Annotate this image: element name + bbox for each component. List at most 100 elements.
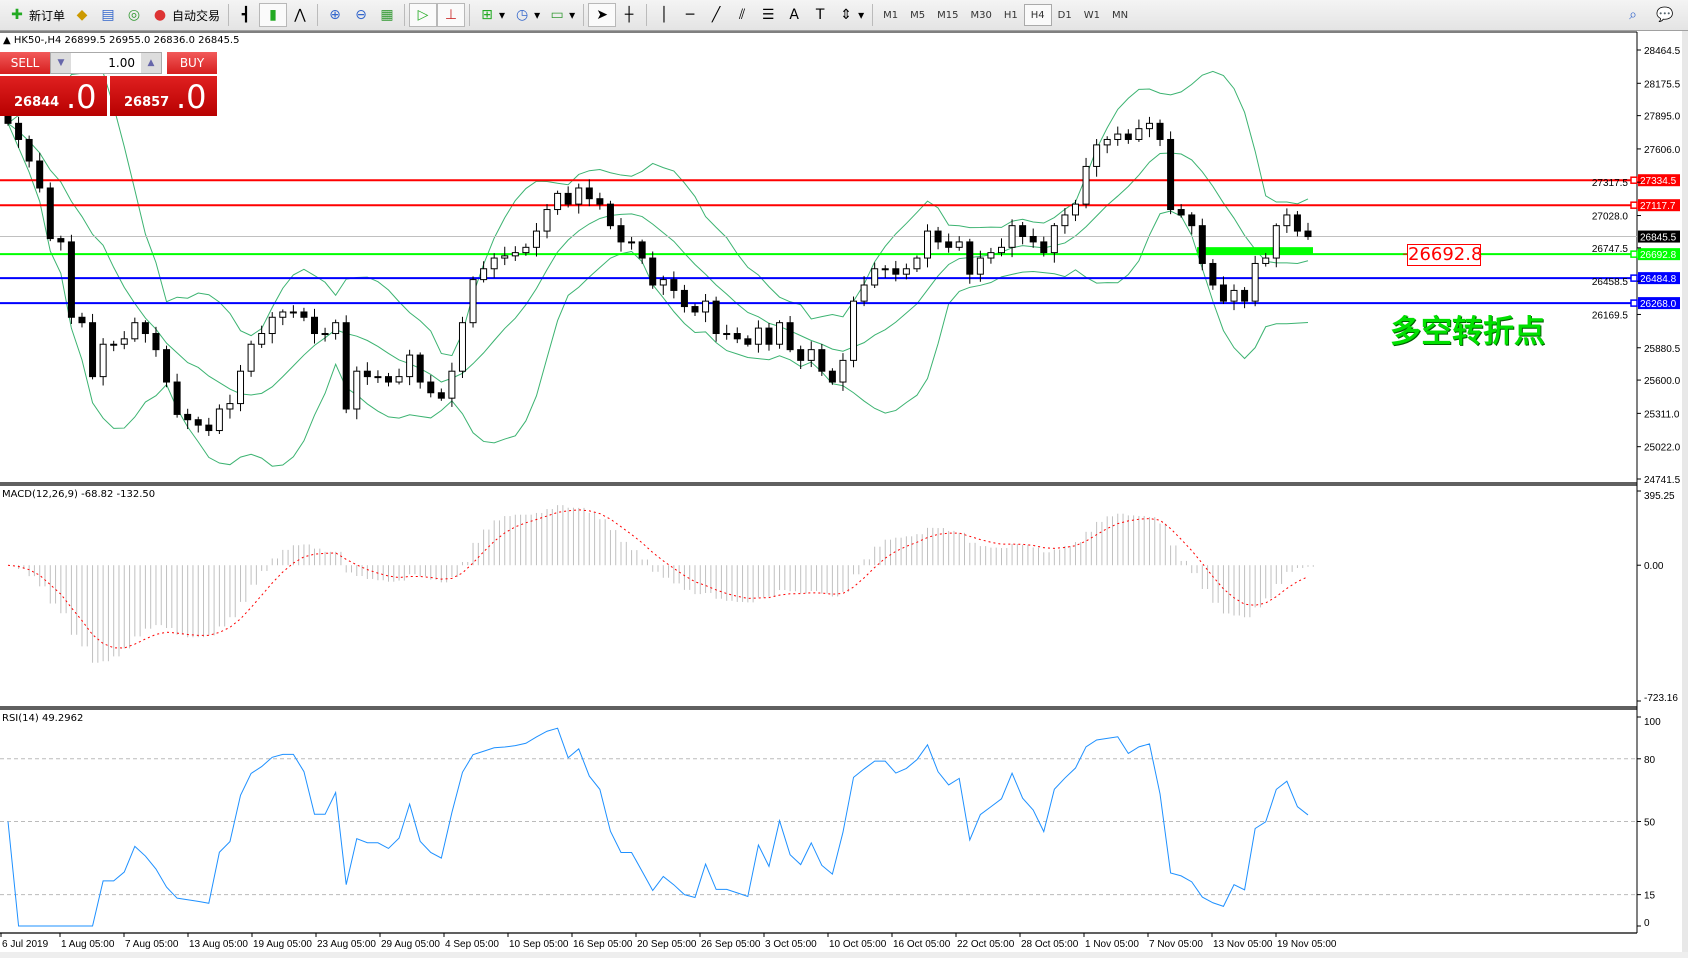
macd-signal-line <box>7 509 1309 649</box>
text-button[interactable]: A <box>781 3 807 27</box>
lot-size-stepper[interactable]: ▼ 1.00 ▲ <box>50 52 162 74</box>
bollinger-lower-band <box>7 123 1309 467</box>
candle <box>575 183 583 214</box>
timeframe-h1[interactable]: H1 <box>1003 9 1018 21</box>
bear-candle-body <box>733 333 741 340</box>
price-line-label: 26845.5 <box>1640 233 1677 244</box>
text-label-button[interactable]: T <box>807 3 833 27</box>
candle <box>723 324 731 340</box>
auto-scroll-button[interactable]: ▷ <box>409 3 438 27</box>
chart-shift-button[interactable]: ⊥ <box>437 3 466 27</box>
zoom-in-icon: ⊕ <box>329 7 341 23</box>
zoom-out-button[interactable]: ⊖ <box>348 3 374 27</box>
collapse-arrow-icon[interactable]: ▲ <box>3 35 14 46</box>
price-tick-label: 28464.5 <box>1644 46 1681 57</box>
candle <box>46 182 54 242</box>
candle <box>532 223 540 257</box>
candle <box>902 263 910 280</box>
time-tick-label: 20 Sep 05:00 <box>637 939 697 950</box>
price-line-label-bg <box>1638 272 1680 285</box>
price-line-label-bg <box>1638 248 1680 261</box>
timeframe-m15[interactable]: M15 <box>937 9 959 21</box>
bear-candle-body <box>25 138 33 162</box>
bull-candle-body <box>247 343 255 372</box>
horizontal-line-button[interactable]: ─ <box>677 3 703 27</box>
zoom-in-button[interactable]: ⊕ <box>322 3 348 27</box>
lot-decrease-button[interactable]: ▼ <box>51 53 71 73</box>
cursor-button[interactable]: ➤ <box>588 3 617 27</box>
divider <box>317 4 319 26</box>
vertical-line-icon: │ <box>659 7 669 23</box>
candle-chart-button[interactable]: ▮ <box>259 3 288 27</box>
new-order-button[interactable]: ✚ 新订单 <box>4 3 69 27</box>
buy-price[interactable]: 26857 .0 <box>110 76 217 116</box>
crosshair-button[interactable]: ┼ <box>616 3 642 27</box>
timeframe-m30[interactable]: M30 <box>970 9 992 21</box>
time-tick-label: 13 Aug 05:00 <box>189 939 248 950</box>
channel-icon: ⫽ <box>739 7 746 23</box>
bull-candle-body <box>110 343 118 346</box>
price-tick-label: 28175.5 <box>1644 79 1681 90</box>
bull-candle-body <box>99 343 107 378</box>
candle <box>733 327 741 344</box>
bull-candle-body <box>1103 138 1111 146</box>
bear-candle-body <box>4 114 12 124</box>
candle <box>554 190 562 215</box>
timeframe-w1[interactable]: W1 <box>1083 9 1100 21</box>
bar-chart-button[interactable]: ┫ <box>233 3 259 27</box>
candle <box>1188 212 1196 235</box>
candle <box>797 345 805 370</box>
signals-button[interactable]: ◎ <box>121 3 147 27</box>
vertical-line-button[interactable]: │ <box>651 3 677 27</box>
equidistant-channel-button[interactable]: ⫽ <box>729 3 755 27</box>
periods-button[interactable]: ◷ ▾ <box>509 3 544 27</box>
zoom-out-icon: ⊖ <box>355 7 367 23</box>
arrows-button[interactable]: ⇕ ▾ <box>833 3 868 27</box>
bull-candle-body <box>902 268 910 275</box>
lot-increase-button[interactable]: ▲ <box>141 53 161 73</box>
candle <box>131 317 139 342</box>
trendline-button[interactable]: ╱ <box>703 3 729 27</box>
bull-candle-body <box>543 209 551 232</box>
search-icon[interactable]: ⌕ <box>1629 7 1637 23</box>
timeframe-m5[interactable]: M5 <box>910 9 926 21</box>
market-watch-button[interactable]: ▤ <box>95 3 121 27</box>
divider <box>404 4 406 26</box>
candle <box>871 262 879 289</box>
rsi-label: RSI(14) 49.2962 <box>2 713 84 724</box>
bull-candle-body <box>258 333 266 345</box>
candle <box>765 323 773 351</box>
rsi-tick-label: 100 <box>1644 717 1661 728</box>
timeframe-mn[interactable]: MN <box>1111 9 1129 21</box>
candle <box>924 224 932 268</box>
bottom-edge <box>0 952 1688 958</box>
price-line-label-bg <box>1638 297 1680 310</box>
buy-button[interactable]: BUY <box>167 52 217 74</box>
line-chart-button[interactable]: ⋀ <box>287 3 313 27</box>
annotation-price-label[interactable]: 26692.8 <box>1407 244 1483 266</box>
sell-price[interactable]: 26844 .0 <box>0 76 107 116</box>
auto-trading-button[interactable]: ● 自动交易 <box>147 3 224 27</box>
templates-button[interactable]: ▭ ▾ <box>544 3 579 27</box>
timeframe-h4[interactable]: H4 <box>1023 4 1052 26</box>
chat-icon[interactable]: 💬 <box>1656 7 1674 23</box>
timeframe-m1[interactable]: M1 <box>883 9 899 21</box>
bull-candle-body <box>702 300 710 313</box>
candle <box>1061 208 1069 234</box>
tile-windows-button[interactable]: ▦ <box>374 3 400 27</box>
sell-button[interactable]: SELL <box>0 52 50 74</box>
fibonacci-button[interactable]: ☰ <box>755 3 781 27</box>
candle <box>522 243 530 256</box>
price-line-handle <box>1630 201 1638 209</box>
bear-candle-body <box>797 349 805 361</box>
bear-candle-body <box>934 230 942 243</box>
timeframe-d1[interactable]: D1 <box>1057 9 1072 21</box>
lot-size-input[interactable]: 1.00 <box>108 56 135 70</box>
signal-icon: ◎ <box>127 7 141 23</box>
indicators-button[interactable]: ⊞ ▾ <box>474 3 509 27</box>
history-button[interactable]: ◆ <box>69 3 95 27</box>
bull-candle-body <box>1061 214 1069 227</box>
annotation-text[interactable]: 多空转折点 <box>1390 314 1545 350</box>
candle <box>649 251 657 289</box>
